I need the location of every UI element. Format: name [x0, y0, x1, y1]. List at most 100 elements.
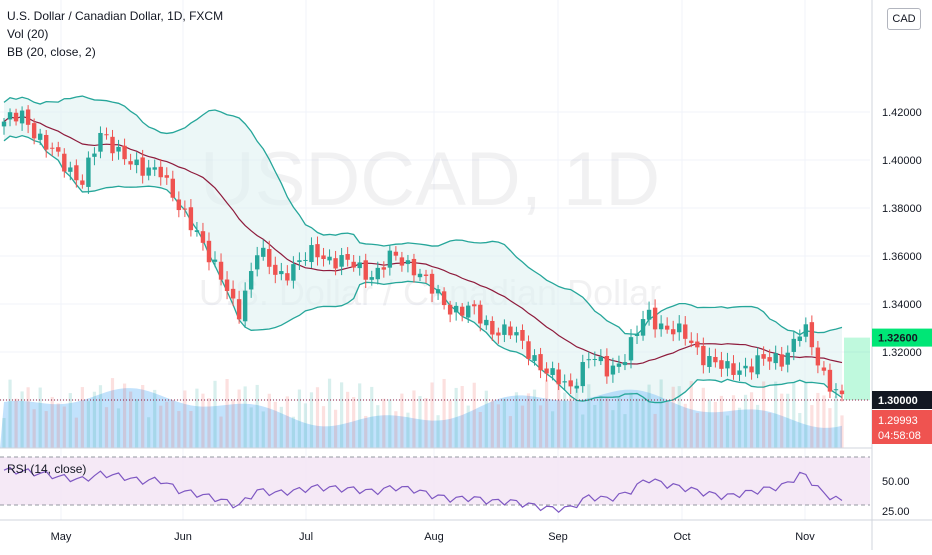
volume-bar: [333, 409, 338, 448]
candle-body: [158, 166, 163, 178]
volume-bar: [490, 400, 494, 448]
volume-bar: [575, 382, 579, 448]
volume-bar: [297, 389, 302, 448]
volume-bar: [442, 378, 446, 448]
volume-bar: [104, 407, 109, 448]
time-tick-label: Nov: [795, 531, 815, 543]
volume-bar: [454, 387, 458, 448]
volume-bar: [544, 379, 549, 448]
candle-body: [285, 273, 290, 281]
volume-bar: [261, 411, 265, 448]
volume-bar: [472, 382, 476, 448]
volume-bar: [424, 398, 428, 448]
rsi-tick-label: 50.00: [882, 476, 910, 488]
candle-body: [182, 208, 188, 210]
volume-bar: [557, 381, 561, 448]
volume-bar: [828, 408, 832, 448]
candle-body: [176, 199, 182, 211]
volume-bar: [364, 415, 368, 448]
volume-bar: [86, 401, 91, 448]
candle-body: [128, 161, 133, 165]
volume-bar: [749, 392, 754, 448]
currency-badge[interactable]: CAD: [887, 8, 921, 30]
volume-bar: [171, 400, 175, 448]
rsi-tick-label: 25.00: [882, 506, 910, 518]
candle-body: [791, 338, 796, 352]
volume-bar: [617, 396, 621, 448]
candle-body: [743, 365, 748, 369]
candle-body: [104, 134, 109, 136]
volume-bar: [237, 389, 241, 448]
volume-bar: [502, 398, 506, 448]
volume-bar: [340, 382, 344, 448]
candle-body: [677, 323, 682, 333]
candle-body: [459, 306, 465, 316]
candle-body: [773, 353, 778, 364]
volume-bar: [165, 401, 169, 448]
volume-bar: [116, 408, 121, 448]
price-tick-label: 1.40000: [882, 155, 922, 167]
volume-bar: [382, 398, 386, 448]
candle-body: [646, 309, 652, 320]
candle-body: [839, 390, 845, 395]
candles-group: [1, 105, 845, 402]
volume-bar: [713, 401, 717, 448]
candle-body: [31, 123, 37, 139]
candle-body: [737, 370, 742, 375]
candle-body: [68, 167, 73, 172]
time-tick-label: Oct: [673, 531, 690, 543]
candle-body: [92, 153, 97, 157]
volume-bar: [20, 391, 24, 448]
volume-bar: [352, 397, 356, 448]
volume-bar: [285, 396, 289, 448]
candle-body: [212, 259, 218, 262]
candle-body: [779, 354, 784, 367]
volume-bar: [98, 385, 103, 448]
candle-body: [580, 362, 585, 387]
candle-body: [363, 260, 368, 280]
time-tick-label: Sep: [548, 531, 568, 543]
volume-bar: [719, 395, 724, 448]
target-zone: [844, 337, 870, 400]
volume-bar: [762, 381, 766, 448]
candle-body: [291, 264, 296, 281]
volume-bar: [677, 386, 681, 448]
price-tick-label: 1.34000: [882, 299, 922, 311]
candle-body: [164, 175, 169, 178]
volume-bar: [358, 383, 362, 448]
candle-body: [411, 258, 417, 276]
volume-bar: [189, 411, 193, 448]
candle-body: [622, 362, 628, 366]
candle-body: [707, 356, 712, 367]
volume-bar: [207, 398, 211, 448]
rsi-indicator-label: RSI (14, close): [7, 462, 87, 476]
candle-body: [568, 380, 573, 387]
symbol-title: U.S. Dollar / Canadian Dollar, 1D, FXCM: [7, 9, 224, 23]
volume-bar: [508, 416, 513, 448]
volume-bar: [484, 390, 488, 448]
candle-body: [731, 363, 736, 375]
candle-body: [321, 255, 326, 260]
candle-body: [345, 254, 350, 260]
candle-body: [833, 389, 839, 391]
candle-body: [327, 256, 332, 261]
volume-bar: [514, 392, 519, 448]
countdown-label: 04:58:08: [878, 430, 921, 442]
time-tick-label: Jun: [174, 531, 192, 543]
candle-body: [616, 363, 622, 367]
volume-bar: [38, 387, 42, 448]
bollinger-band-fill: [4, 96, 842, 403]
candle-body: [309, 245, 314, 263]
volume-bar: [122, 383, 127, 448]
candle-body: [797, 336, 802, 341]
volume-bar: [683, 403, 687, 448]
candle-body: [297, 260, 302, 262]
volume-bar: [647, 384, 651, 448]
volume-bar: [629, 392, 633, 448]
volume-bar: [201, 393, 205, 448]
candle-body: [683, 324, 688, 339]
volume-bar: [430, 382, 434, 448]
volume-bar: [279, 406, 283, 448]
